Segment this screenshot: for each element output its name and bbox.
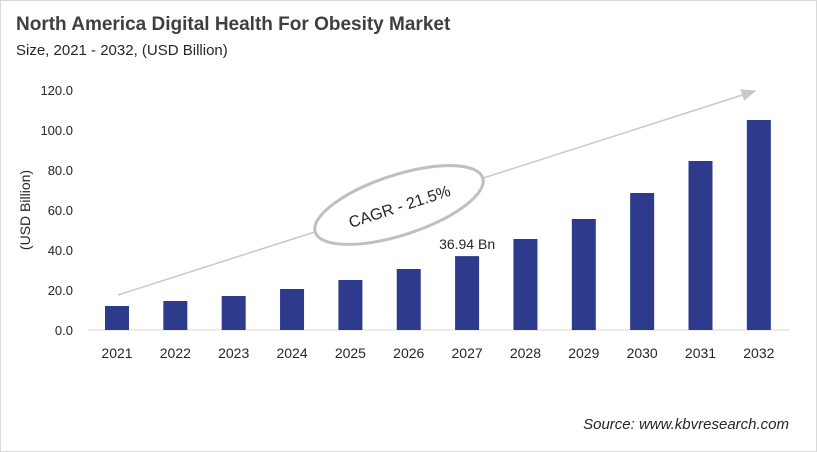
x-tick-label: 2022 — [160, 345, 191, 361]
x-tick-label: 2031 — [685, 345, 716, 361]
y-tick-label: 120.0 — [40, 83, 73, 98]
bar-2029 — [571, 219, 596, 330]
y-axis-label: (USD Billion) — [17, 170, 33, 250]
x-tick-label: 2028 — [510, 345, 541, 361]
bar-2024 — [280, 289, 305, 330]
y-tick-label: 20.0 — [48, 283, 73, 298]
data-label: 36.94 Bn — [439, 236, 495, 252]
source-note: Source: www.kbvresearch.com — [583, 416, 789, 433]
y-tick-label: 60.0 — [48, 203, 73, 218]
bar-2021 — [105, 306, 129, 330]
y-tick-label: 80.0 — [48, 163, 73, 178]
cagr-ellipse — [313, 164, 485, 246]
bar-2027 — [455, 256, 480, 330]
x-tick-label: 2025 — [335, 345, 366, 361]
x-tick-label: 2023 — [218, 345, 249, 361]
chart-subtitle: Size, 2021 - 2032, (USD Billion) — [16, 42, 228, 59]
chart-title: North America Digital Health For Obesity… — [16, 14, 451, 35]
bar-2025 — [338, 280, 363, 330]
x-tick-label: 2029 — [568, 345, 599, 361]
x-tick-label: 2030 — [627, 345, 658, 361]
bar-2031 — [688, 161, 713, 330]
x-tick-label: 2021 — [101, 345, 132, 361]
x-tick-label: 2026 — [393, 345, 424, 361]
y-tick-label: 100.0 — [40, 123, 73, 138]
x-tick-label: 2024 — [276, 345, 307, 361]
bar-2022 — [163, 301, 188, 330]
y-tick-label: 40.0 — [48, 243, 73, 258]
y-tick-label: 0.0 — [55, 323, 73, 338]
bar-2026 — [396, 269, 421, 330]
bar-2028 — [513, 239, 538, 330]
bar-2023 — [221, 296, 246, 330]
bar-2030 — [630, 193, 655, 330]
x-tick-label: 2027 — [452, 345, 483, 361]
x-tick-label: 2032 — [743, 345, 774, 361]
bar-2032 — [746, 120, 771, 330]
